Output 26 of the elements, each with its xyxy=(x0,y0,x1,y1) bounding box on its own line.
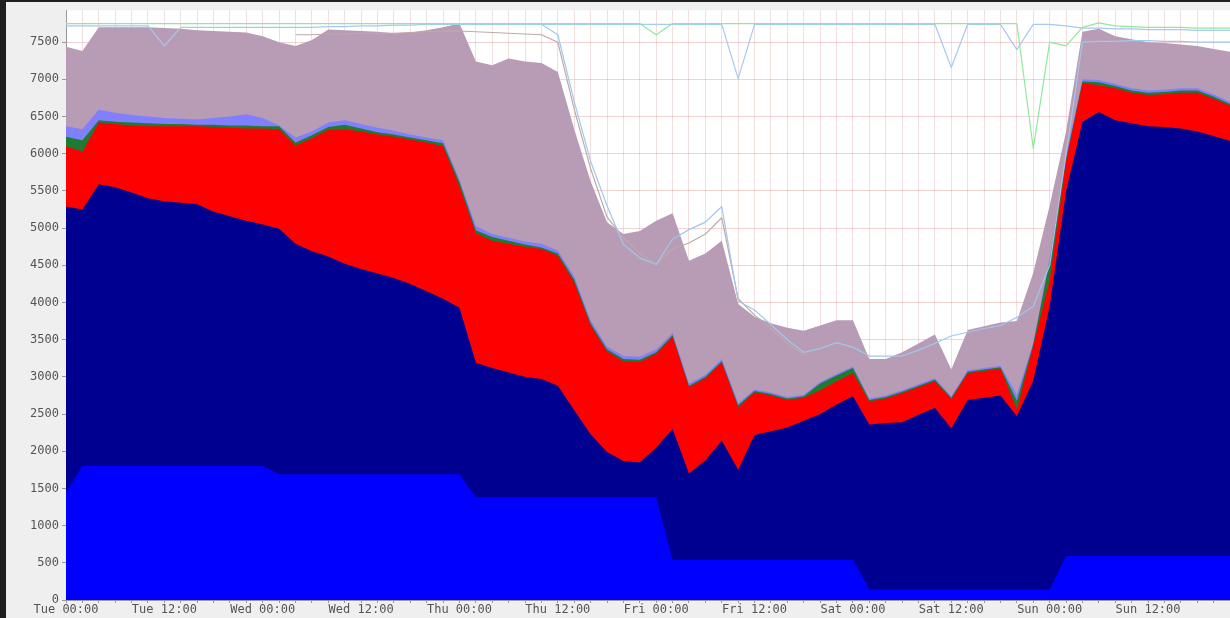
x-tick-label: Sat 12:00 xyxy=(918,602,984,617)
x-tick-label: Fri 12:00 xyxy=(722,602,788,617)
y-tick-label: 6500 xyxy=(30,108,59,123)
x-tick-label: Sun 12:00 xyxy=(1115,602,1181,617)
y-tick-label: 2500 xyxy=(30,406,59,421)
y-tick-label: 7500 xyxy=(30,34,59,49)
x-tick-label: Wed 00:00 xyxy=(230,602,296,617)
y-tick-label: 1500 xyxy=(30,480,59,495)
x-tick-label: Tue 12:00 xyxy=(131,602,197,617)
y-tick-label: 3000 xyxy=(30,369,59,383)
y-tick-label: 7000 xyxy=(30,71,59,86)
x-tick-label: Thu 00:00 xyxy=(426,602,492,617)
y-tick-label: 4500 xyxy=(30,257,59,272)
y-tick-label: 500 xyxy=(37,554,59,569)
y-tick-label: 2000 xyxy=(30,443,59,458)
x-tick-label: Thu 12:00 xyxy=(525,602,591,617)
y-tick-label: 3500 xyxy=(30,331,59,346)
x-tick-label: Wed 12:00 xyxy=(328,602,394,617)
y-tick-label: 5500 xyxy=(30,183,59,198)
y-tick-label: 6000 xyxy=(30,145,59,160)
x-tick-label: Sun 00:00 xyxy=(1017,602,1083,617)
x-tick-label: Fri 00:00 xyxy=(623,602,689,617)
x-tick-label: Sat 00:00 xyxy=(820,602,886,617)
y-tick-label: 4000 xyxy=(30,294,59,309)
y-tick-label: 1000 xyxy=(30,517,59,532)
y-tick-label: 5000 xyxy=(30,220,59,235)
